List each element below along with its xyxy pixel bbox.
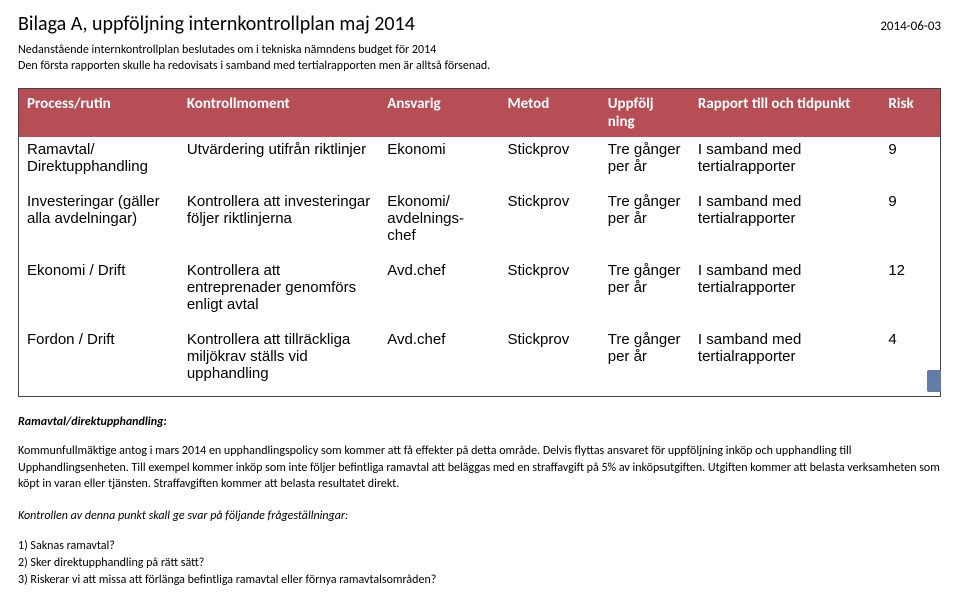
col-ansvarig: Ansvarig	[379, 89, 499, 138]
table-cell: 9	[880, 189, 940, 258]
table-cell: Tre gånger per år	[600, 189, 690, 258]
table-header-row: Process/rutin Kontrollmoment Ansvarig Me…	[19, 89, 941, 138]
intro-line-1: Nedanstående internkontrollplan beslutad…	[18, 42, 941, 58]
table-cell: Tre gånger per år	[600, 258, 690, 327]
table-cell: Stickprov	[500, 137, 600, 189]
table-cell: 9	[880, 137, 940, 189]
table-cell: Fordon / Drift	[19, 327, 179, 397]
table-row: Ramavtal/ DirektupphandlingUtvärdering u…	[19, 137, 941, 189]
table-row: Fordon / DriftKontrollera att tillräckli…	[19, 327, 941, 397]
table-row: Investeringar (gäller alla avdelningar)K…	[19, 189, 941, 258]
question-1: 1) Saknas ramavtal?	[18, 538, 941, 555]
table-cell: Ekonomi/ avdelnings-chef	[379, 189, 499, 258]
intro-block: Nedanstående internkontrollplan beslutad…	[18, 42, 941, 74]
table-row: Ekonomi / DriftKontrollera att entrepren…	[19, 258, 941, 327]
scroll-handle[interactable]	[927, 370, 941, 392]
table-cell: Stickprov	[500, 258, 600, 327]
questions-list: 1) Saknas ramavtal? 2) Sker direktupphan…	[18, 538, 941, 588]
table-cell: I samband med tertialrapporter	[690, 258, 880, 327]
col-rapport: Rapport till och tidpunkt	[690, 89, 880, 138]
table-cell: Tre gånger per år	[600, 327, 690, 397]
col-uppfoljning: Uppfölj ning	[600, 89, 690, 138]
table-cell: Kontrollera att entreprenader genomförs …	[179, 258, 379, 327]
question-3: 3) Riskerar vi att missa att förlänga be…	[18, 572, 941, 589]
table-cell: I samband med tertialrapporter	[690, 137, 880, 189]
col-kontrollmoment: Kontrollmoment	[179, 89, 379, 138]
table-cell: Avd.chef	[379, 327, 499, 397]
table-cell: I samband med tertialrapporter	[690, 327, 880, 397]
table-cell: Avd.chef	[379, 258, 499, 327]
table-cell: Kontrollera att investeringar följer rik…	[179, 189, 379, 258]
col-metod: Metod	[500, 89, 600, 138]
table-cell: Tre gånger per år	[600, 137, 690, 189]
col-process: Process/rutin	[19, 89, 179, 138]
page-title: Bilaga A, uppföljning internkontrollplan…	[18, 12, 415, 36]
table-cell: 12	[880, 258, 940, 327]
table-cell: Utvärdering utifrån riktlinjer	[179, 137, 379, 189]
document-date: 2014-06-03	[880, 19, 941, 34]
table-cell: I samband med tertialrapporter	[690, 189, 880, 258]
question-2: 2) Sker direktupphandling på rätt sätt?	[18, 555, 941, 572]
table-cell: Ramavtal/ Direktupphandling	[19, 137, 179, 189]
col-risk: Risk	[880, 89, 940, 138]
section-body: Kommunfullmäktige antog i mars 2014 en u…	[18, 443, 941, 492]
control-plan-table: Process/rutin Kontrollmoment Ansvarig Me…	[18, 88, 941, 397]
table-cell: Investeringar (gäller alla avdelningar)	[19, 189, 179, 258]
intro-line-2: Den första rapporten skulle ha redovisat…	[18, 58, 941, 74]
section-title: Ramavtal/direktupphandling:	[18, 415, 941, 429]
table-cell: Ekonomi / Drift	[19, 258, 179, 327]
table-cell: Stickprov	[500, 189, 600, 258]
table-cell: Stickprov	[500, 327, 600, 397]
table-cell: Kontrollera att tillräckliga miljökrav s…	[179, 327, 379, 397]
questions-intro: Kontrollen av denna punkt skall ge svar …	[18, 508, 941, 524]
table-cell: Ekonomi	[379, 137, 499, 189]
